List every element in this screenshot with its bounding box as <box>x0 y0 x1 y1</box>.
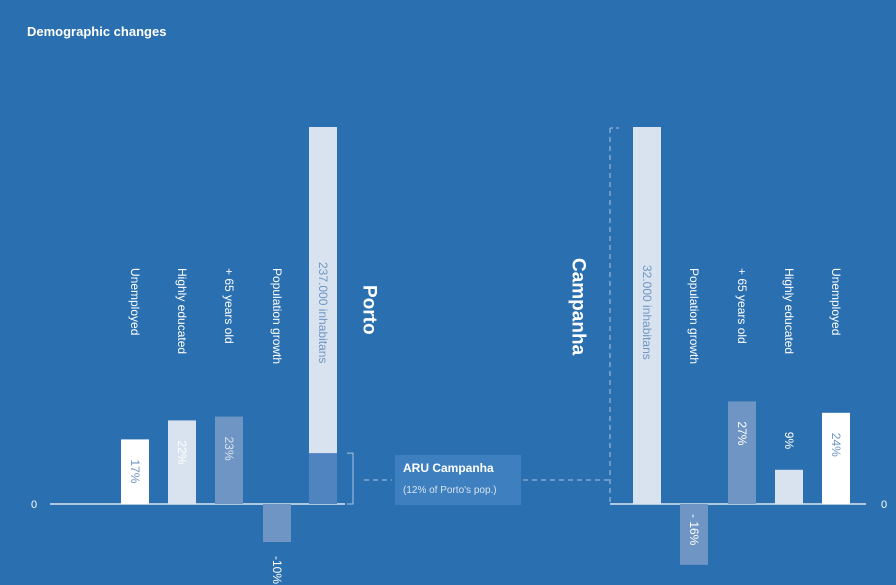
aru-annotation-subtitle: (12% of Porto's pop.) <box>403 485 497 496</box>
porto-population-label: 237.000 inhabitans <box>316 262 330 363</box>
porto-value-population-growth: -10% <box>270 556 284 584</box>
porto-value-65-years-old: 23% <box>222 437 236 461</box>
campanha-bar-population-growth <box>680 504 708 565</box>
campanha-zero-label: 0 <box>881 499 887 511</box>
campanha-bar-population <box>633 127 661 504</box>
campanha-category-65-years-old: + 65 years old <box>735 268 749 344</box>
campanha-category-unemployed: Unemployed <box>829 268 843 335</box>
campanha-bar-65-years-old <box>728 401 756 504</box>
porto-category-population-growth: Population growth <box>270 268 284 364</box>
campanha-value-population-growth: - 16% <box>687 514 701 546</box>
porto-category-65-years-old: + 65 years old <box>222 268 236 344</box>
porto-bar-unemployed <box>121 439 149 504</box>
aru-annotation-box <box>395 455 521 505</box>
porto-value-unemployed: 17% <box>128 459 142 483</box>
porto-title: Porto <box>359 285 380 335</box>
campanha-value-65-years-old: 27% <box>735 421 749 445</box>
campanha-value-unemployed: 24% <box>829 433 843 457</box>
campanha-category-population-growth: Population growth <box>687 268 701 364</box>
aru-annotation-title: ARU Campanha <box>403 461 494 475</box>
chart-title: Demographic changes <box>27 24 167 39</box>
porto-category-highly-educated: Highly educated <box>175 268 189 354</box>
porto-bar-highly-educated <box>168 420 196 504</box>
porto-bar-population-growth <box>263 504 291 542</box>
campanha-bar-highly-educated <box>775 469 803 504</box>
porto-value-highly-educated: 22% <box>175 440 189 464</box>
porto-bar-aru-share <box>309 453 337 504</box>
aru-bracket <box>347 452 354 505</box>
campanha-bar-unemployed <box>822 412 850 504</box>
porto-bar-65-years-old <box>215 416 243 504</box>
campanha-category-highly-educated: Highly educated <box>782 268 796 354</box>
campanha-title: Campanha <box>568 258 589 356</box>
porto-zero-label: 0 <box>31 499 37 511</box>
porto-category-unemployed: Unemployed <box>128 268 142 335</box>
porto-bar-population <box>309 127 337 504</box>
campanha-value-highly-educated: 9% <box>782 432 796 450</box>
campanha-population-label: 32.000 inhabitans <box>640 265 654 360</box>
